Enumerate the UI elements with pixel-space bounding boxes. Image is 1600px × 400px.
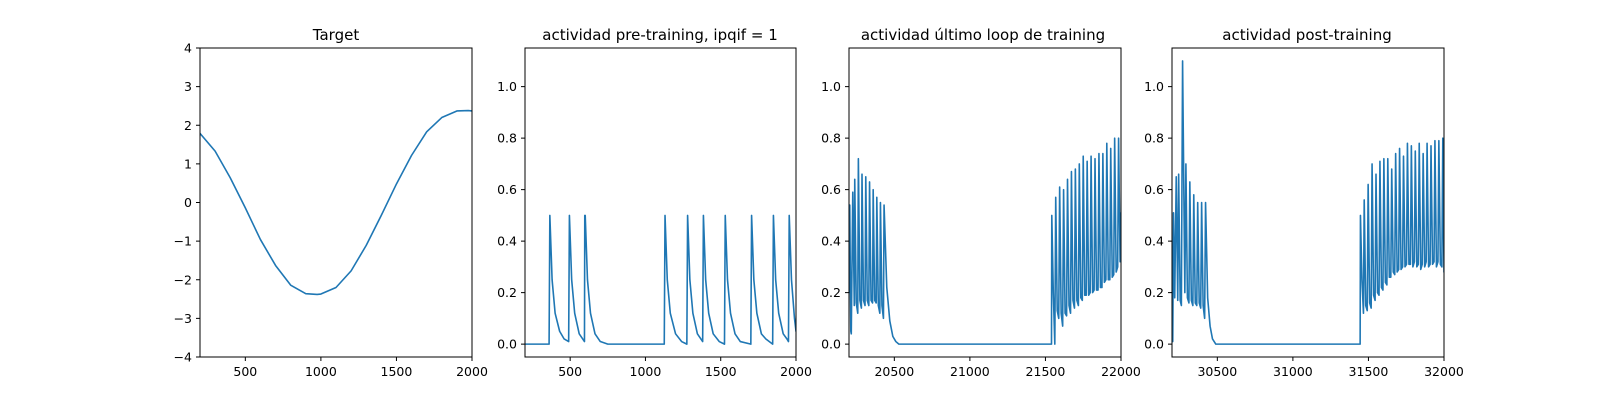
y-tick-label: 1.0 bbox=[821, 79, 841, 94]
x-tick-label: 20500 bbox=[874, 364, 914, 379]
series-line bbox=[200, 109, 472, 296]
series-line bbox=[525, 214, 796, 345]
chart-title: Target bbox=[312, 26, 360, 44]
y-tick-label: 0.4 bbox=[1144, 234, 1164, 249]
y-tick-label: −3 bbox=[174, 311, 192, 326]
y-tick-label: 0.4 bbox=[821, 234, 841, 249]
series-line bbox=[849, 137, 1121, 345]
y-tick-label: 0.0 bbox=[1144, 337, 1164, 352]
chart-panel-last-training-loop: actividad último loop de training 20500 2… bbox=[821, 26, 1141, 379]
plot-frame bbox=[848, 47, 1122, 358]
x-tick-label: 1000 bbox=[630, 364, 662, 379]
x-tick-label: 31000 bbox=[1273, 364, 1313, 379]
y-tick-label: 1.0 bbox=[497, 79, 517, 94]
y-tick-label: 0.6 bbox=[821, 182, 841, 197]
plot-frame bbox=[1171, 47, 1445, 358]
plot-frame bbox=[524, 47, 797, 358]
y-tick-label: 3 bbox=[184, 79, 192, 94]
chart-title: actividad último loop de training bbox=[861, 26, 1105, 44]
y-tick-label: 0.0 bbox=[821, 337, 841, 352]
chart-title: actividad post-training bbox=[1222, 26, 1391, 44]
y-tick-label: 1.0 bbox=[1144, 79, 1164, 94]
x-tick-label: 1500 bbox=[705, 364, 737, 379]
y-tick-label: −1 bbox=[174, 234, 192, 249]
x-tick-label: 21500 bbox=[1026, 364, 1066, 379]
y-tick-label: 0.6 bbox=[497, 182, 517, 197]
y-tick-label: 0.8 bbox=[497, 131, 517, 146]
x-tick-label: 22000 bbox=[1101, 364, 1141, 379]
y-tick-label: −2 bbox=[174, 272, 192, 287]
chart-title: actividad pre-training, ipqif = 1 bbox=[542, 26, 778, 44]
x-tick-label: 30500 bbox=[1197, 364, 1237, 379]
y-tick-label: 0.0 bbox=[497, 337, 517, 352]
x-tick-label: 500 bbox=[233, 364, 257, 379]
chart-panel-post-training: actividad post-training 30500 31000 31500 3… bbox=[1144, 26, 1464, 379]
series-line bbox=[1172, 60, 1444, 345]
y-tick-label: 1 bbox=[184, 156, 192, 171]
y-tick-label: −4 bbox=[174, 350, 192, 365]
y-tick-label: 0.2 bbox=[497, 285, 517, 300]
y-tick-label: 2 bbox=[184, 118, 192, 133]
x-tick-label: 500 bbox=[558, 364, 582, 379]
y-tick-label: 0.4 bbox=[497, 234, 517, 249]
x-tick-label: 1000 bbox=[305, 364, 337, 379]
y-tick-label: 0.8 bbox=[1144, 131, 1164, 146]
chart-panel-target: Target 500 1000 1500 2000 −4 −3 −2 −1 0 1 2 3 4 bbox=[174, 26, 488, 379]
x-tick-label: 2000 bbox=[780, 364, 812, 379]
y-tick-label: 0.2 bbox=[821, 285, 841, 300]
x-tick-label: 2000 bbox=[456, 364, 488, 379]
y-tick-label: 0 bbox=[184, 195, 192, 210]
y-tick-label: 0.6 bbox=[1144, 182, 1164, 197]
chart-panel-pre-training: actividad pre-training, ipqif = 1 500 100… bbox=[497, 26, 812, 379]
x-tick-label: 21000 bbox=[950, 364, 990, 379]
y-tick-label: 0.2 bbox=[1144, 285, 1164, 300]
y-tick-label: 0.8 bbox=[821, 131, 841, 146]
x-tick-label: 1500 bbox=[381, 364, 413, 379]
x-tick-label: 32000 bbox=[1424, 364, 1464, 379]
x-tick-label: 31500 bbox=[1349, 364, 1389, 379]
y-tick-label: 4 bbox=[184, 41, 192, 56]
